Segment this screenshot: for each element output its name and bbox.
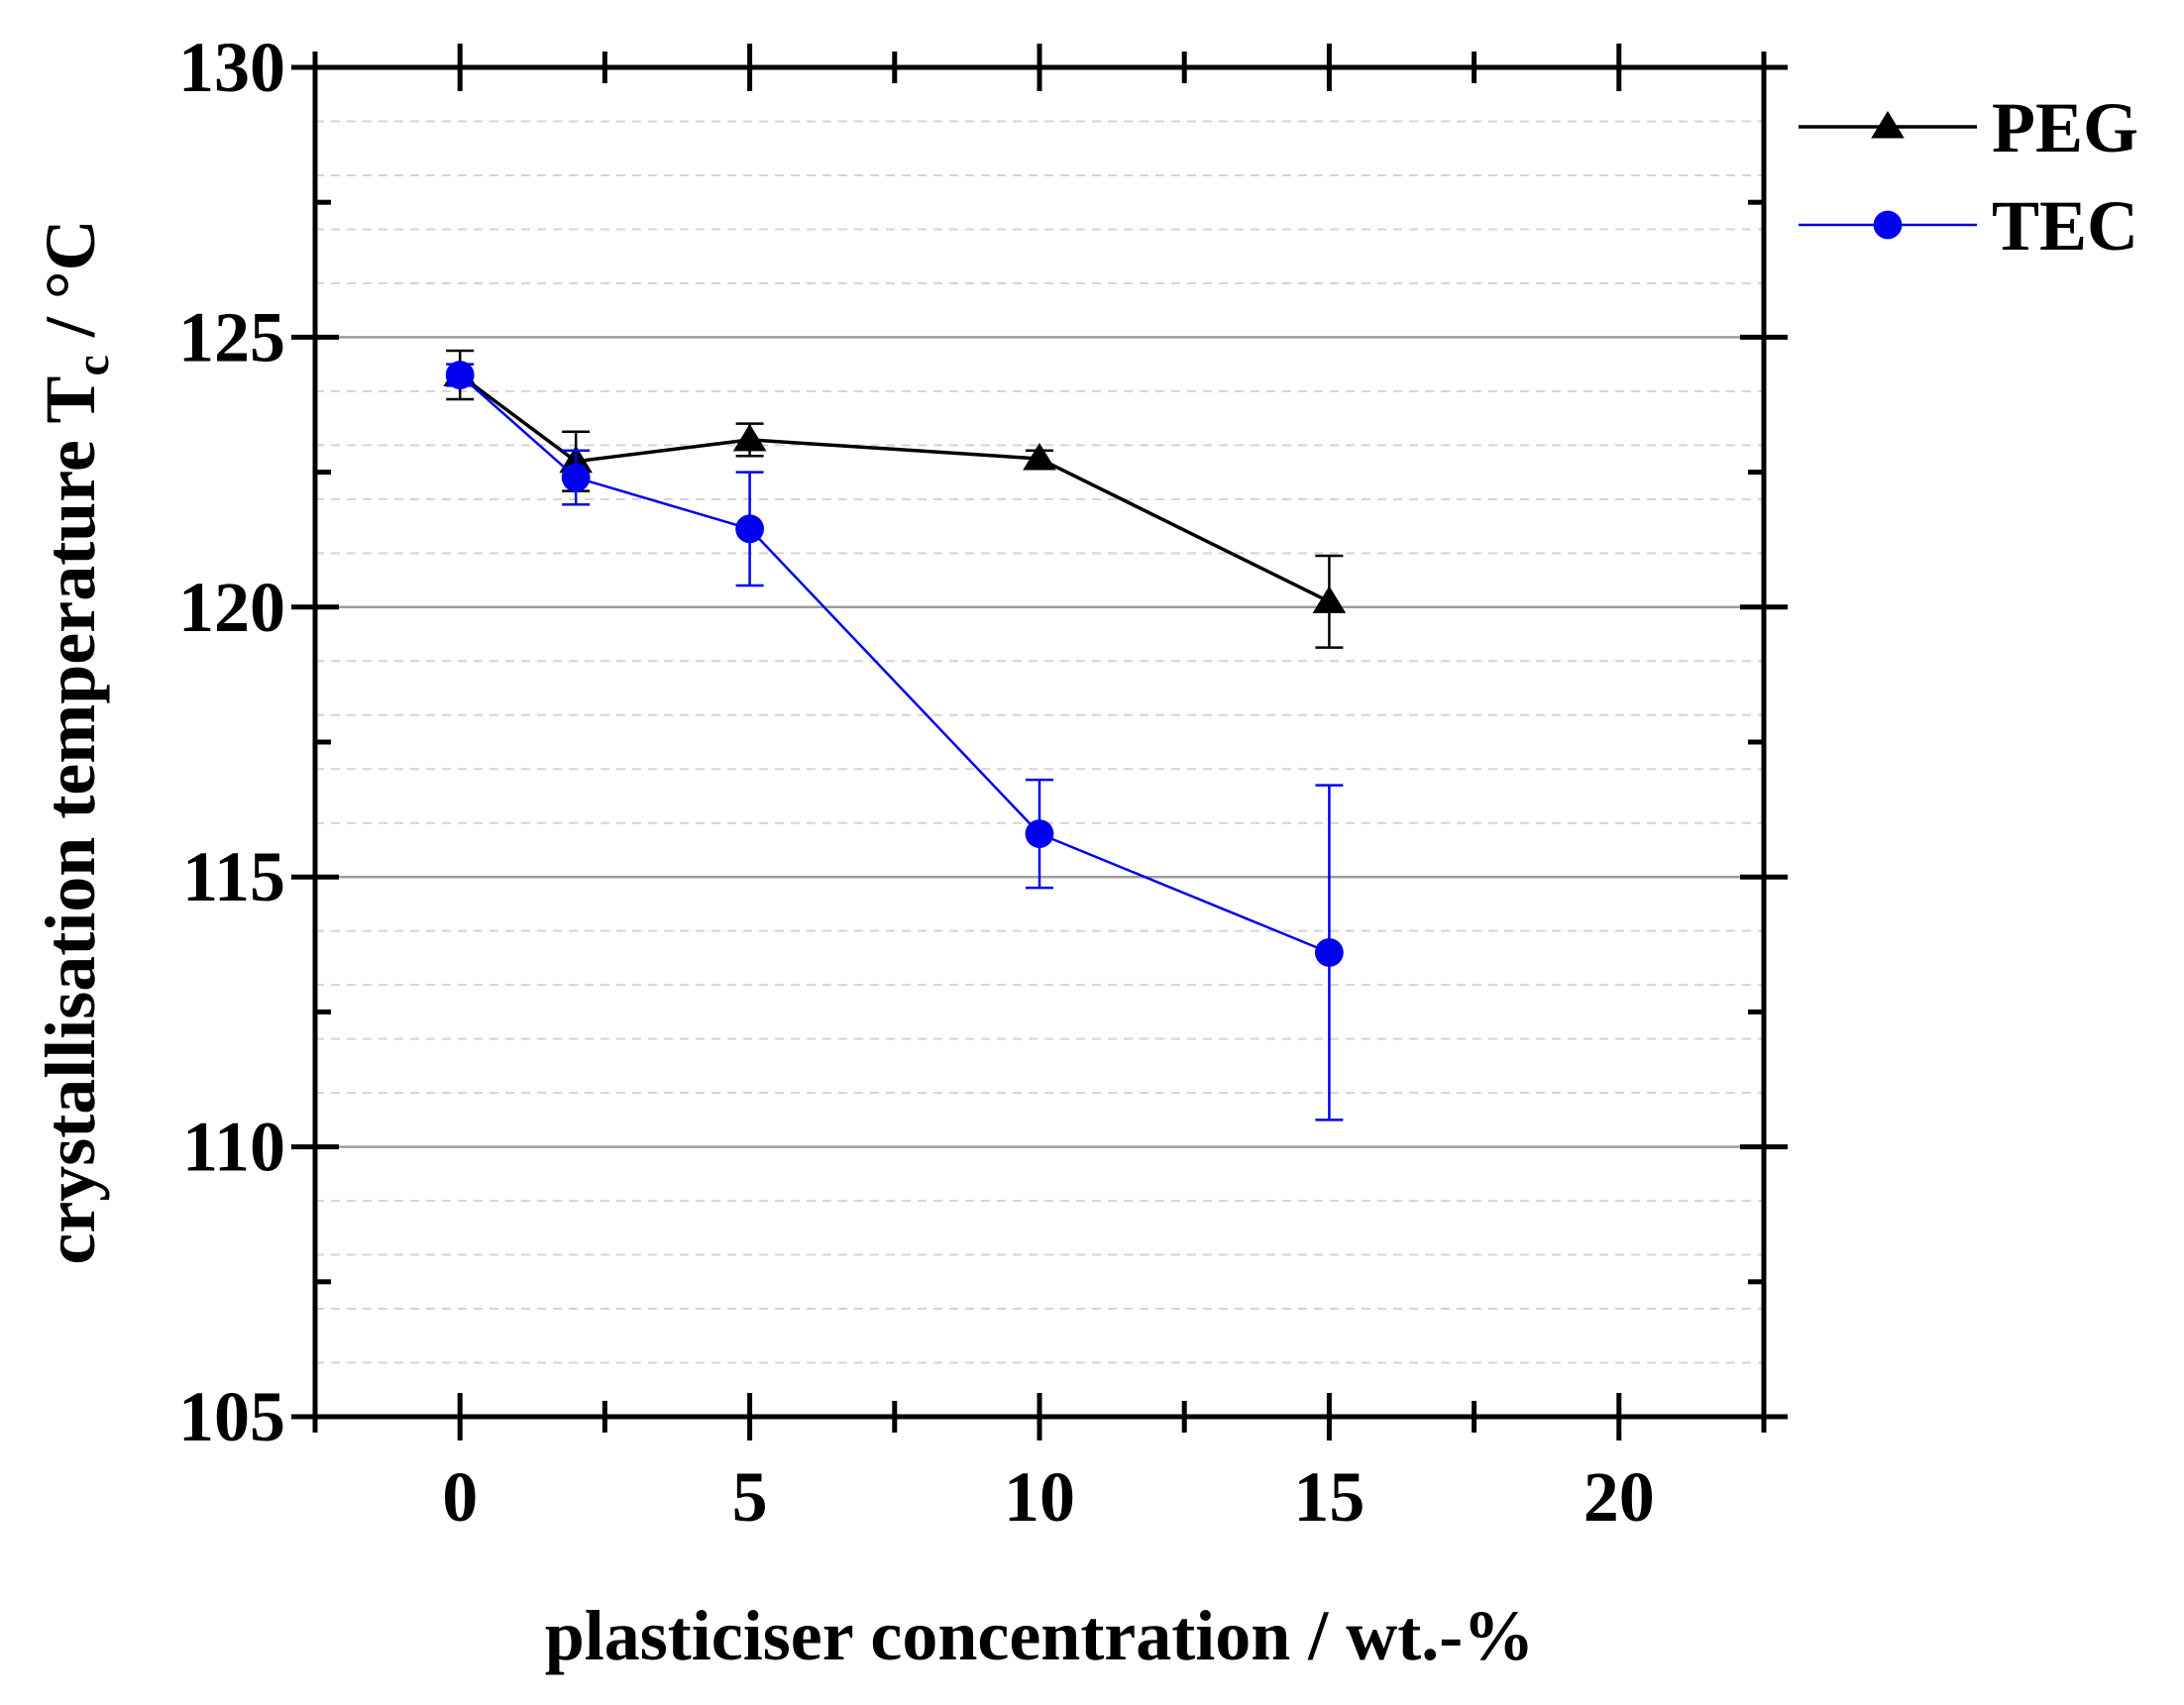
y-tick-label: 105 — [178, 1377, 285, 1456]
y-tick-label: 125 — [178, 297, 285, 376]
legend-swatch-marker — [1873, 210, 1903, 240]
y-tick-label: 120 — [178, 568, 285, 647]
series-line — [459, 373, 1330, 954]
legend: PEG TEC — [1799, 88, 2138, 266]
x-tick-label: 5 — [732, 1457, 768, 1537]
x-tick-label: 0 — [442, 1457, 478, 1537]
data-point — [1025, 819, 1054, 849]
data-point — [1023, 442, 1056, 471]
legend-label: PEG — [1992, 88, 2138, 167]
y-axis-title-unit: / °C — [31, 219, 110, 355]
y-tick-label: 130 — [178, 28, 285, 107]
data-point — [561, 463, 591, 492]
data-point — [735, 514, 764, 544]
data-point — [1312, 586, 1347, 613]
y-tick-label: 115 — [182, 837, 285, 916]
data-point — [445, 361, 475, 389]
series-tec — [445, 361, 1344, 1121]
axis-ticks: 105 110 115 120 125 130 0 5 10 15 20 — [178, 28, 1788, 1537]
y-tick-label: 110 — [182, 1108, 285, 1187]
series-layer — [443, 349, 1347, 1121]
legend-item-peg: PEG — [1799, 88, 2138, 167]
x-tick-label: 10 — [1004, 1457, 1075, 1537]
legend-label: TEC — [1992, 186, 2138, 266]
grid-layer — [315, 120, 1764, 1364]
svg-text:crystallisation temperature Tc: crystallisation temperature Tc / °C — [31, 219, 119, 1264]
x-axis-title: plasticiser concentration / wt.-% — [545, 1596, 1535, 1675]
legend-swatch-marker — [1871, 111, 1905, 139]
y-axis-title: crystallisation temperature Tc / °C — [31, 219, 119, 1264]
y-axis-title-main: crystallisation temperature T — [31, 375, 110, 1264]
data-point — [1315, 938, 1344, 967]
x-tick-label: 15 — [1293, 1457, 1365, 1537]
data-point — [732, 423, 767, 452]
x-tick-label: 20 — [1583, 1457, 1655, 1537]
legend-item-tec: TEC — [1799, 186, 2138, 266]
series-line — [459, 373, 1331, 603]
plot-frame — [312, 64, 1767, 1420]
y-axis-title-subscript: c — [66, 355, 119, 375]
